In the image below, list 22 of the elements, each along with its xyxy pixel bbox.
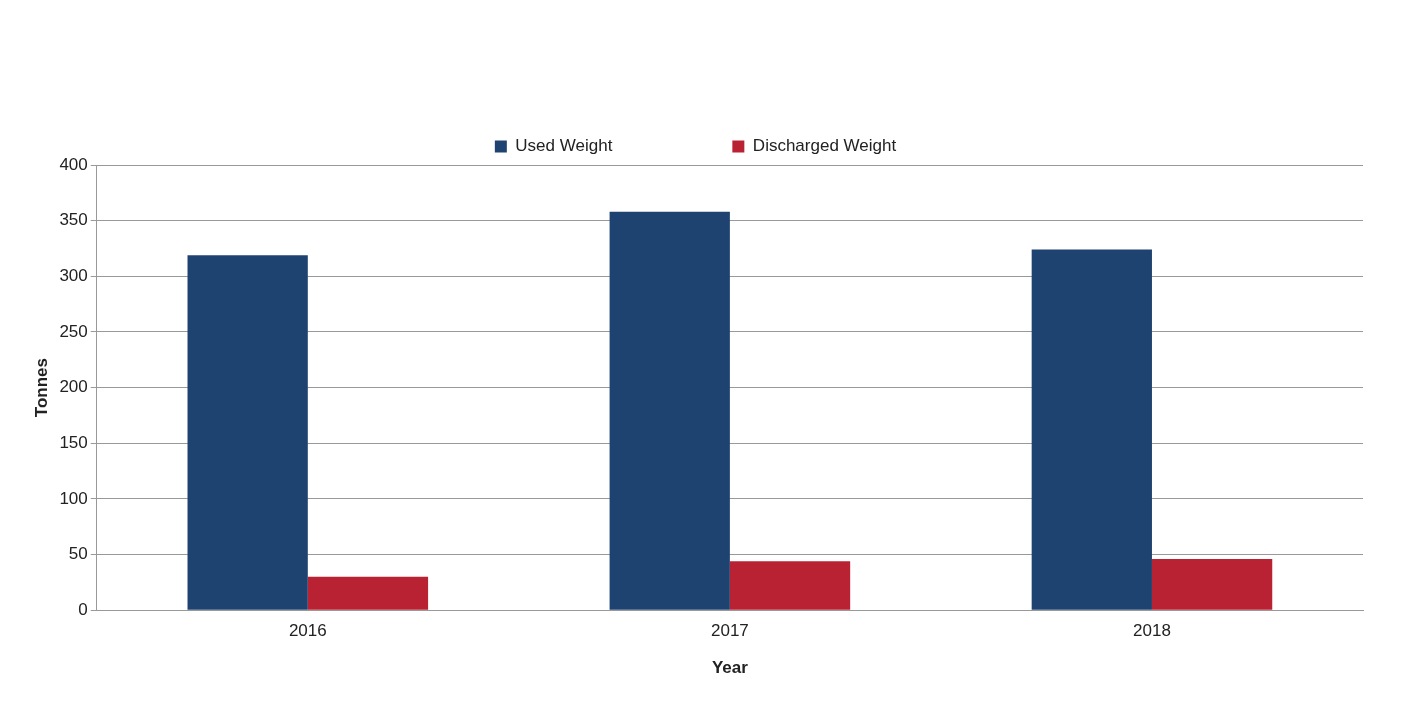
y-tick-label: 400	[59, 154, 88, 174]
bar	[1031, 249, 1152, 610]
y-tick-label: 300	[59, 265, 88, 285]
bar	[1151, 559, 1273, 610]
y-tick-label: 150	[59, 432, 88, 452]
bar	[729, 561, 851, 610]
y-tick-label: 350	[59, 210, 88, 230]
bar	[307, 576, 429, 610]
x-axis-title: Year	[711, 658, 749, 678]
y-tick-label: 250	[59, 321, 88, 341]
y-axis-title: Tonnes	[31, 358, 51, 418]
x-tick-label: 2018	[1133, 621, 1171, 641]
x-tick-label: 2016	[288, 621, 327, 641]
y-tick-label: 200	[59, 377, 88, 397]
y-tick-label: 0	[78, 599, 88, 619]
legend-label: Used Weight	[515, 136, 613, 156]
x-tick-label: 2017	[710, 621, 749, 641]
y-tick-label: 100	[59, 488, 88, 508]
y-tick-label: 50	[68, 544, 88, 564]
bar	[609, 211, 730, 610]
legend-label: Discharged Weight	[752, 136, 897, 156]
bar	[187, 255, 308, 610]
